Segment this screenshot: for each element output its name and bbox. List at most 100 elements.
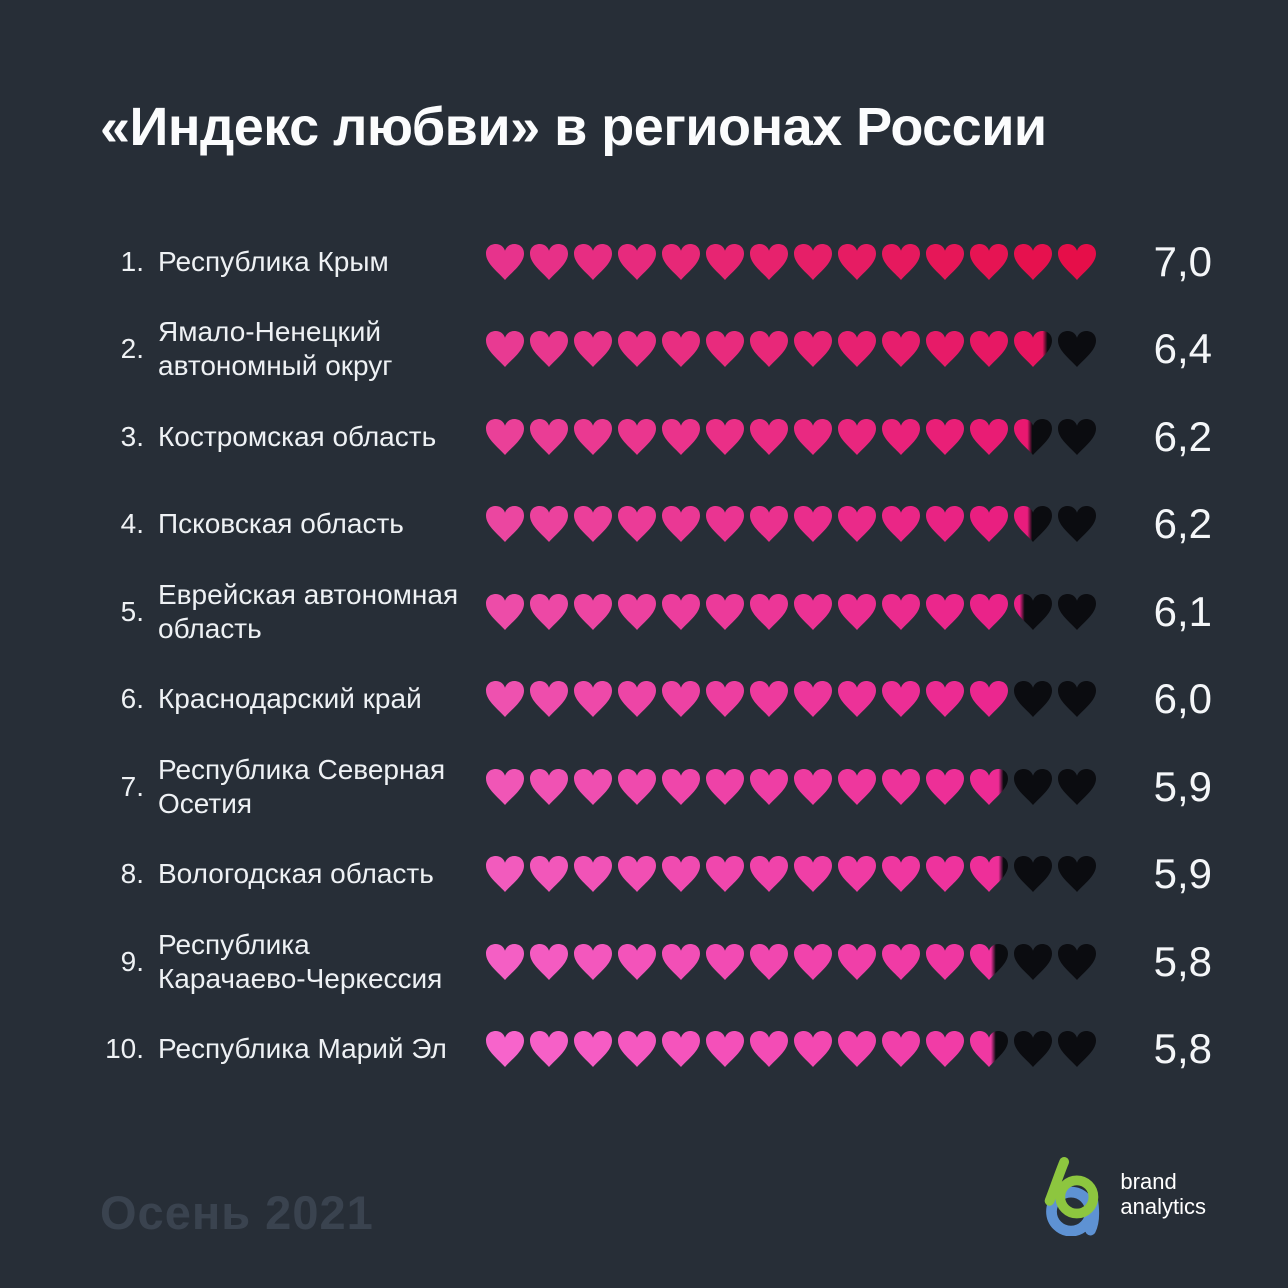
heart-icon: [706, 943, 744, 980]
ranking-row: 9. Республика Карачаево-Черкессия 5,8: [100, 918, 1212, 1006]
heart-icon: [750, 856, 788, 893]
heart-icon: [486, 681, 524, 718]
heart-icon: [882, 768, 920, 805]
region-label: Республика Марий Эл: [158, 1033, 447, 1065]
heart-icon: [706, 506, 744, 543]
heart-icon: [1058, 943, 1096, 980]
score-value: 7,0: [1153, 237, 1212, 285]
page-title: «Индекс любви» в регионах России: [100, 97, 1047, 157]
heart-icon: [486, 243, 524, 280]
heart-icon: [1014, 506, 1052, 543]
heart-icon: [574, 768, 612, 805]
heart-icon: [838, 418, 876, 455]
heart-icon: [838, 506, 876, 543]
heart-icon: [838, 1031, 876, 1068]
heart-icon: [486, 768, 524, 805]
heart-icon: [574, 418, 612, 455]
hearts-row: [484, 855, 1102, 893]
heart-icon: [926, 331, 964, 368]
heart-icon: [618, 243, 656, 280]
score-value: 5,8: [1153, 1025, 1212, 1073]
heart-icon: [882, 856, 920, 893]
heart-icon: [530, 1031, 568, 1068]
rank-number: 2.: [120, 333, 144, 365]
heart-icon: [530, 331, 568, 368]
ranking-row: 2. Ямало-Ненецкий автономный округ 6,4: [100, 306, 1212, 394]
ranking-row: 3. Костромская область 6,2: [100, 393, 1212, 481]
heart-icon: [618, 331, 656, 368]
heart-icon: [530, 856, 568, 893]
heart-icon: [486, 331, 524, 368]
rank-number: 1.: [120, 245, 144, 277]
ranking-row: 5. Еврейская автономная область 6,1: [100, 568, 1212, 656]
hearts-row: [484, 243, 1102, 281]
heart-icon: [750, 681, 788, 718]
heart-icon: [618, 943, 656, 980]
heart-icon: [926, 856, 964, 893]
region-label: Республика Северная Осетия: [158, 753, 446, 819]
region-label: Вологодская область: [158, 858, 434, 890]
heart-icon: [486, 506, 524, 543]
heart-icon: [838, 681, 876, 718]
heart-icon: [530, 768, 568, 805]
region-label: Костромская область: [158, 420, 437, 452]
heart-icon: [750, 768, 788, 805]
heart-icon: [530, 593, 568, 630]
region-label: Ямало-Ненецкий автономный округ: [158, 316, 393, 382]
heart-icon: [662, 768, 700, 805]
heart-icon: [618, 856, 656, 893]
heart-icon: [926, 593, 964, 630]
heart-icon: [970, 593, 1008, 630]
brand-analytics-logo-icon: [1045, 1156, 1100, 1236]
heart-icon: [970, 943, 1008, 980]
heart-icon: [794, 593, 832, 630]
heart-icon: [882, 1031, 920, 1068]
region-label: Краснодарский край: [158, 683, 422, 715]
heart-icon: [706, 856, 744, 893]
heart-icon: [662, 1031, 700, 1068]
heart-icon: [970, 243, 1008, 280]
heart-icon: [486, 593, 524, 630]
heart-icon: [794, 418, 832, 455]
heart-icon: [1058, 593, 1096, 630]
heart-icon: [618, 593, 656, 630]
heart-icon: [1014, 331, 1052, 368]
heart-icon: [750, 506, 788, 543]
heart-icon: [970, 331, 1008, 368]
logo-text-line2: analytics: [1120, 1194, 1206, 1219]
score-value: 5,9: [1153, 850, 1212, 898]
rank-number: 8.: [120, 858, 144, 890]
brand-analytics-logo: brand analytics: [1032, 1154, 1206, 1236]
heart-icon: [1058, 506, 1096, 543]
heart-icon: [486, 418, 524, 455]
heart-icon: [882, 243, 920, 280]
heart-icon: [618, 1031, 656, 1068]
heart-icon: [838, 331, 876, 368]
hearts-row: [484, 330, 1102, 368]
heart-icon: [706, 681, 744, 718]
score-value: 6,1: [1153, 587, 1212, 635]
ranking-row: 4. Псковская область 6,2: [100, 481, 1212, 569]
heart-icon: [794, 943, 832, 980]
heart-icon: [530, 243, 568, 280]
hearts-row: [484, 680, 1102, 718]
heart-icon: [794, 1031, 832, 1068]
heart-icon: [926, 1031, 964, 1068]
rank-number: 5.: [120, 595, 144, 627]
heart-icon: [486, 1031, 524, 1068]
region-label: Еврейская автономная область: [158, 578, 459, 644]
hearts-row: [484, 1030, 1102, 1068]
heart-icon: [794, 243, 832, 280]
heart-icon: [662, 243, 700, 280]
heart-icon: [574, 856, 612, 893]
heart-icon: [838, 593, 876, 630]
heart-icon: [1014, 1031, 1052, 1068]
heart-icon: [970, 768, 1008, 805]
rank-number: 6.: [120, 683, 144, 715]
heart-icon: [1014, 856, 1052, 893]
heart-icon: [882, 331, 920, 368]
heart-icon: [1014, 418, 1052, 455]
ranking-row: 7. Республика Северная Осетия 5,9: [100, 743, 1212, 831]
rank-number: 9.: [120, 945, 144, 977]
heart-icon: [662, 856, 700, 893]
